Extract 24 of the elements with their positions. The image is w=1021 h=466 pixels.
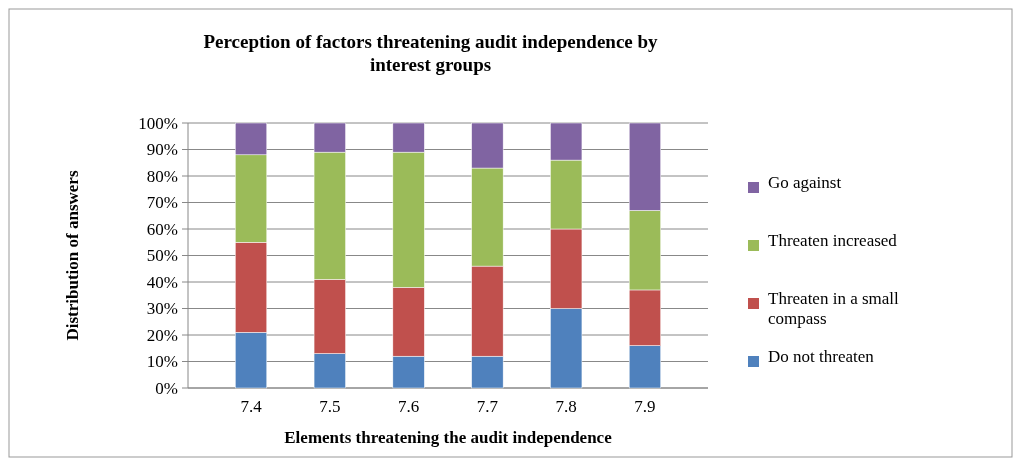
chart-title: Perception of factors threatening audit independence by interest groups [203,31,659,75]
y-tick-label: 80% [146,166,178,186]
x-axis-title: Elements threatening the audit independence [284,428,613,447]
y-axis-title: Distribution of answers [63,170,82,341]
x-tick-label: 7.4 [240,397,263,416]
y-tick-label: 50% [146,246,178,266]
y-tick-label: 60% [146,219,178,239]
y-tick-label: 20% [146,325,178,345]
legend-label: Threaten in a small compass [768,289,900,328]
x-tick-label: 7.8 [555,397,577,416]
x-tick-label: 7.7 [476,397,499,416]
y-tick-label: 30% [146,299,178,319]
y-tick-label: 10% [146,352,178,372]
y-tick-label: 90% [146,140,178,160]
legend-label: Threaten increased [768,231,898,250]
legend-label: Go against [768,173,842,192]
x-tick-label: 7.6 [397,397,420,416]
x-tick-label: 7.9 [634,397,656,416]
x-tick-label: 7.5 [319,397,341,416]
y-tick-label: 40% [146,272,178,292]
y-tick-label: 70% [146,193,178,213]
y-tick-label: 0% [155,378,178,398]
legend-label: Do not threaten [768,347,875,366]
y-tick-label: 100% [138,113,178,133]
